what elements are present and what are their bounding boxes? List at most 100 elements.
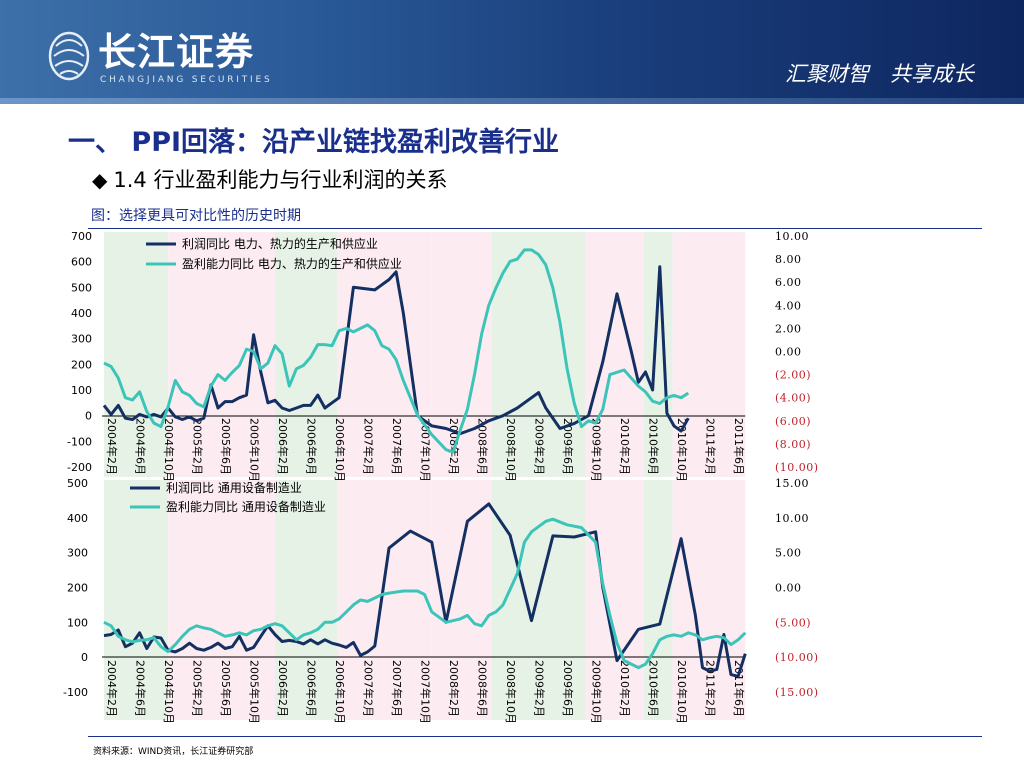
x-tick-label: 2007年6月: [390, 418, 404, 475]
left-y-tick-label: 400: [67, 512, 88, 525]
margin-yoy-series-line: [103, 248, 690, 454]
legend-label: 盈利能力同比 通用设备制造业: [166, 500, 326, 514]
right-y-tick-label: 10.00: [775, 512, 809, 525]
chart-2: 500 400 300 200 100 0 -100 15.00 10.00 5.00 0.00 (5…: [63, 477, 819, 724]
x-tick-label: 2004年2月: [105, 660, 119, 717]
left-y-tick-label: 500: [71, 281, 92, 294]
x-tick-label: 2008年6月: [476, 660, 490, 717]
logo-chinese-text: 长江证券: [98, 30, 255, 74]
x-tick-label: 2004年2月: [105, 418, 119, 475]
shaded-period-band: [672, 480, 746, 720]
x-tick-label: 2007年10月: [419, 660, 433, 724]
x-tick-label: 2006年2月: [276, 418, 290, 475]
x-tick-label: 2008年6月: [476, 418, 490, 475]
x-tick-label: 2011年2月: [704, 660, 718, 717]
right-y-tick-label: 0.00: [775, 582, 802, 595]
right-y-tick-label: (4.00): [775, 392, 811, 405]
x-tick-label: 2009年6月: [561, 418, 575, 475]
shaded-period-band: [644, 480, 673, 720]
slogan: 汇聚财智 共享成长: [785, 62, 974, 86]
x-tick-label: 2008年10月: [504, 660, 518, 724]
profit-yoy-series-line: [103, 502, 747, 678]
x-tick-label: 2006年10月: [333, 660, 347, 724]
left-y-tick-label: 300: [71, 333, 92, 346]
x-tick-label: 2009年10月: [590, 660, 604, 724]
bottom-divider: [88, 736, 982, 737]
shaded-period-band: [614, 232, 645, 477]
x-tick-label: 2005年2月: [191, 660, 205, 717]
x-tick-label: 2009年6月: [561, 660, 575, 717]
x-tick-label: 2010年10月: [675, 418, 689, 482]
x-tick-label: 2004年6月: [134, 418, 148, 475]
x-tick-label: 2007年6月: [390, 660, 404, 717]
right-y-tick-label: 5.00: [775, 547, 802, 560]
x-tick-label: 2005年10月: [248, 660, 262, 724]
legend-label: 利润同比 电力、热力的生产和供应业: [182, 236, 378, 251]
chart-1: 700 600 500 400 300 200 100 0 -100 -200 10.00 8.00 6…: [67, 230, 818, 482]
left-y-tick-label: -100: [63, 686, 88, 699]
shaded-period-band: [585, 232, 615, 477]
left-y-tick-label: 600: [71, 256, 92, 269]
x-tick-label: 2010年2月: [618, 418, 632, 475]
right-y-tick-label: 10.00: [775, 230, 809, 243]
left-y-tick-label: 100: [67, 616, 88, 629]
x-tick-label: 2006年6月: [305, 660, 319, 717]
x-tick-label: 2007年10月: [419, 418, 433, 482]
shaded-period-band: [431, 232, 492, 477]
x-tick-label: 2010年6月: [647, 660, 661, 717]
shaded-period-band: [585, 480, 615, 720]
source-note: 资料来源：WIND资讯，长江证券研究部: [93, 747, 254, 757]
x-tick-label: 2010年6月: [647, 418, 661, 475]
shaded-period-band: [275, 480, 338, 720]
x-tick-label: 2009年2月: [533, 660, 547, 717]
shaded-period-band: [168, 480, 275, 720]
right-y-tick-label: 0.00: [775, 346, 802, 359]
x-tick-label: 2006年10月: [333, 418, 347, 482]
main-title: 一、 PPI回落：沿产业链找盈利改善行业: [68, 127, 560, 158]
right-y-tick-label: (8.00): [775, 438, 811, 451]
x-tick-label: 2005年6月: [219, 418, 233, 475]
left-y-tick-label: 700: [71, 230, 92, 243]
profit-yoy-series-line: [102, 265, 690, 436]
shaded-period-band: [491, 232, 586, 477]
x-tick-label: 2005年6月: [219, 660, 233, 717]
x-tick-label: 2008年2月: [447, 660, 461, 717]
shaded-period-band: [491, 480, 586, 720]
right-y-tick-label: 4.00: [775, 299, 802, 312]
top-divider: [88, 228, 982, 229]
left-y-tick-label: 0: [85, 410, 92, 423]
x-tick-label: 2005年10月: [248, 418, 262, 482]
shaded-period-band: [672, 232, 746, 477]
left-y-tick-label: 200: [71, 358, 92, 371]
company-logo: 长江证券 CHANGJIANG SECURITIES: [40, 24, 290, 94]
right-y-tick-label: 6.00: [775, 276, 802, 289]
right-y-tick-label: (6.00): [775, 415, 811, 428]
right-y-tick-label: 15.00: [775, 477, 809, 490]
logo-english-text: CHANGJIANG SECURITIES: [100, 75, 273, 85]
left-y-tick-label: 500: [67, 477, 88, 490]
x-tick-label: 2010年10月: [675, 660, 689, 724]
sub-title-text: 1.4 行业盈利能力与行业利润的关系: [113, 168, 448, 192]
left-y-tick-label: 300: [67, 547, 88, 560]
left-y-tick-label: -200: [67, 461, 92, 474]
shaded-period-band: [104, 480, 169, 720]
x-tick-label: 2005年2月: [191, 418, 205, 475]
right-y-tick-label: 8.00: [775, 253, 802, 266]
right-y-tick-label: (2.00): [775, 369, 811, 382]
shaded-period-band: [337, 480, 432, 720]
x-tick-label: 2011年2月: [704, 418, 718, 475]
right-y-tick-label: 2.00: [775, 322, 802, 335]
x-tick-label: 2007年2月: [362, 418, 376, 475]
figure-title: 图：选择更具可对比性的历史时期: [91, 208, 301, 224]
x-tick-label: 2008年10月: [504, 418, 518, 482]
margin-yoy-series-line: [103, 517, 747, 670]
x-tick-label: 2006年6月: [305, 418, 319, 475]
legend-label: 盈利能力同比 电力、热力的生产和供应业: [182, 256, 402, 271]
right-y-tick-label: (10.00): [775, 651, 819, 664]
left-y-tick-label: 400: [71, 307, 92, 320]
x-tick-label: 2004年10月: [162, 660, 176, 724]
x-tick-label: 2009年2月: [533, 418, 547, 475]
x-tick-label: 2011年6月: [732, 418, 746, 475]
left-y-tick-label: -100: [67, 435, 92, 448]
